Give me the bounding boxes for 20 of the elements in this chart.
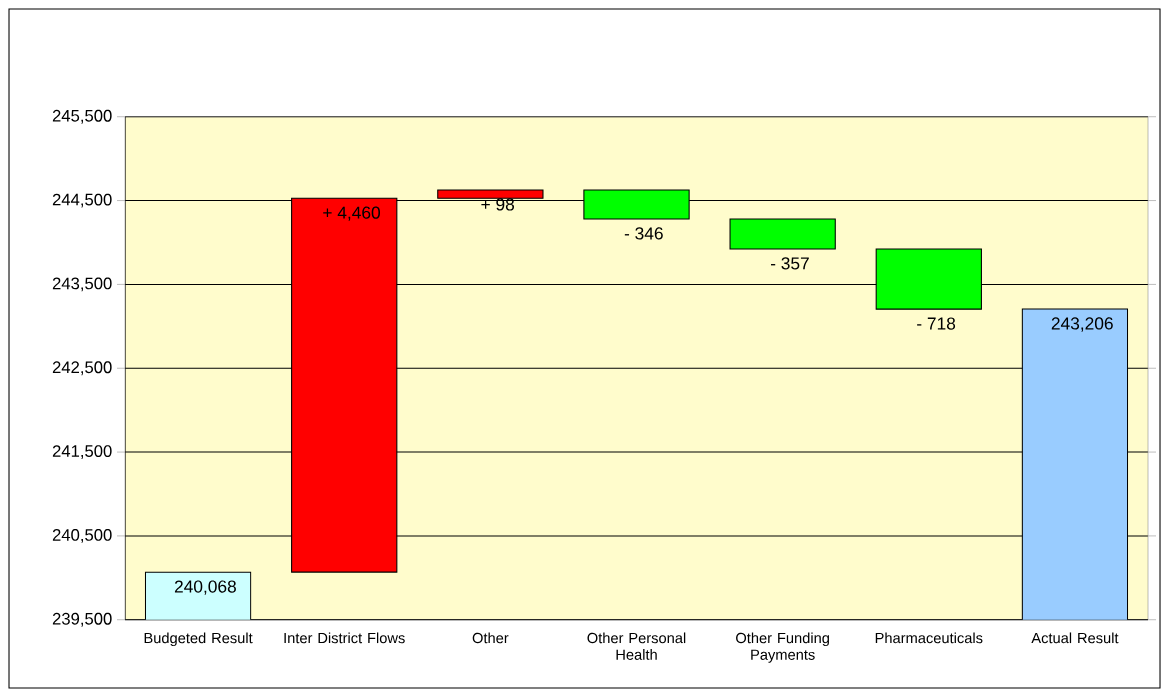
y-tick-label: 239,500	[52, 612, 112, 627]
y-tick-label: 243,500	[52, 277, 112, 292]
data-label: 240,068	[174, 580, 236, 595]
data-label: - 346	[624, 227, 663, 240]
y-tick-label: 244,500	[52, 193, 112, 208]
y-tick-label: 240,500	[52, 529, 112, 543]
data-label: + 4,460	[323, 206, 380, 221]
x-tick-label: Other Funding Payments	[736, 632, 829, 663]
x-tick-label: Actual Result	[1031, 632, 1119, 644]
x-tick-label: Other Personal Health	[587, 632, 686, 660]
y-tick-label: 242,500	[52, 361, 112, 376]
y-tick-label: 241,500	[52, 445, 112, 459]
data-label: 243,206	[1051, 317, 1113, 332]
x-tick-label: Pharmaceuticals	[875, 632, 983, 644]
data-label: - 718	[917, 317, 956, 330]
x-tick-label: Other	[472, 632, 509, 644]
x-tick-label: Inter District Flows	[284, 632, 405, 644]
x-tick-label: Budgeted Result	[144, 632, 253, 647]
data-label: - 357	[770, 257, 809, 270]
y-tick-label: 245,500	[52, 109, 112, 124]
